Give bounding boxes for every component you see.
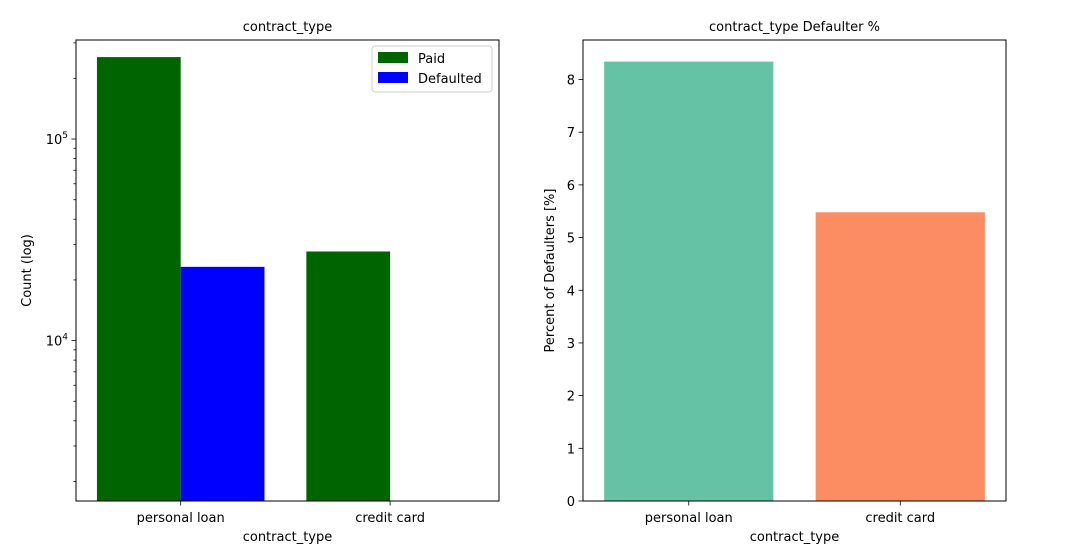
legend: Paid Defaulted — [371, 45, 493, 93]
defaulter-percent-chart: contract_type Defaulter % 0 1 2 3 4 5 6 7 8 pers… — [543, 20, 1007, 545]
legend-label-defaulted: Defaulted — [418, 72, 482, 87]
y-tick-label: 8 — [567, 74, 575, 89]
bar-defaulted-personal-loan — [180, 266, 265, 501]
y-tick-label: 1 — [567, 442, 575, 457]
y-tick-label: 0 — [567, 495, 575, 510]
y-tick-label: 6 — [567, 179, 575, 194]
bar-paid-credit-card — [306, 251, 391, 501]
x-tick-label-credit-card: credit card — [355, 511, 425, 526]
y-tick-label: 5 — [567, 232, 575, 247]
plot-frame — [582, 39, 1007, 502]
legend-label-paid: Paid — [418, 52, 445, 67]
x-tick-label-credit-card: credit card — [865, 511, 935, 526]
x-axis-label: contract_type — [243, 530, 333, 545]
bar-credit-card — [815, 212, 985, 501]
chart-title: contract_type — [243, 20, 333, 35]
plot-frame — [75, 39, 500, 502]
bar-paid-personal-loan — [96, 57, 181, 502]
x-axis-label: contract_type — [750, 530, 840, 545]
y-axis-label: Percent of Defaulters [%] — [543, 189, 558, 353]
y-axis-label: Count (log) — [20, 234, 35, 307]
y-tick-label: 4 — [567, 284, 575, 299]
y-tick-label: 7 — [567, 126, 575, 141]
legend-swatch-defaulted — [378, 72, 408, 83]
y-tick-label: 2 — [567, 390, 575, 405]
y-tick-label: 3 — [567, 337, 575, 352]
bar-personal-loan — [604, 61, 774, 502]
x-tick-label-personal-loan: personal loan — [645, 511, 733, 526]
x-tick-label-personal-loan: personal loan — [137, 511, 225, 526]
chart-title: contract_type Defaulter % — [709, 20, 880, 35]
legend-swatch-paid — [378, 52, 408, 63]
